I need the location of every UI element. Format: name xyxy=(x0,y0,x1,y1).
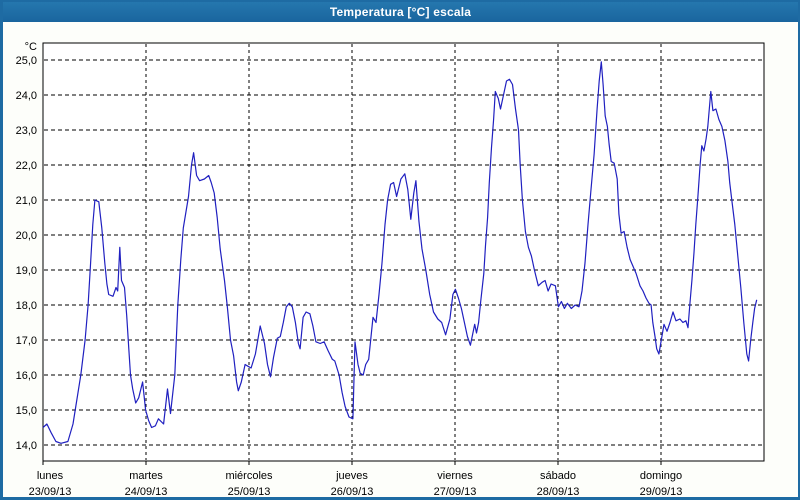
y-axis-unit-label: °C xyxy=(25,41,37,53)
x-day-label: domingo xyxy=(640,470,682,482)
y-tick-label: 25,0 xyxy=(16,55,37,67)
x-date-label: 29/09/13 xyxy=(640,486,683,498)
y-tick-label: 14,0 xyxy=(16,440,37,452)
y-tick-label: 16,0 xyxy=(16,370,37,382)
y-tick-label: 19,0 xyxy=(16,265,37,277)
y-tick-label: 21,0 xyxy=(16,195,37,207)
x-date-label: 28/09/13 xyxy=(537,486,580,498)
temperature-chart: 25,0 24,0 23,0 22,0 21,0 20,0 19,0 18,0 17,0 16,0… xyxy=(16,41,765,498)
x-date-label: 25/09/13 xyxy=(228,486,271,498)
x-date-label: 26/09/13 xyxy=(331,486,374,498)
y-tick-label: 17,0 xyxy=(16,335,37,347)
y-tick-label: 20,0 xyxy=(16,230,37,242)
x-date-label: 24/09/13 xyxy=(125,486,168,498)
x-day-label: lunes xyxy=(37,470,64,482)
y-tick-label: 15,0 xyxy=(16,405,37,417)
title-bar: Temperatura [°C] escala xyxy=(3,2,798,22)
plot-border xyxy=(42,42,765,462)
x-day-label: miércoles xyxy=(225,470,273,482)
window-title: Temperatura [°C] escala xyxy=(329,5,472,19)
y-tick-label: 18,0 xyxy=(16,300,37,312)
x-day-label: sábado xyxy=(540,470,576,482)
y-tick-label: 23,0 xyxy=(16,125,37,137)
plot-area-wrapper: 25,0 24,0 23,0 22,0 21,0 20,0 19,0 18,0 17,0 16,0… xyxy=(3,22,798,497)
x-day-label: jueves xyxy=(335,470,368,482)
x-date-label: 23/09/13 xyxy=(29,486,72,498)
temperature-line xyxy=(42,61,758,444)
x-day-label: viernes xyxy=(437,470,473,482)
y-tick-label: 24,0 xyxy=(16,90,37,102)
x-day-label: martes xyxy=(129,470,163,482)
x-date-label: 27/09/13 xyxy=(434,486,477,498)
y-tick-label: 22,0 xyxy=(16,160,37,172)
